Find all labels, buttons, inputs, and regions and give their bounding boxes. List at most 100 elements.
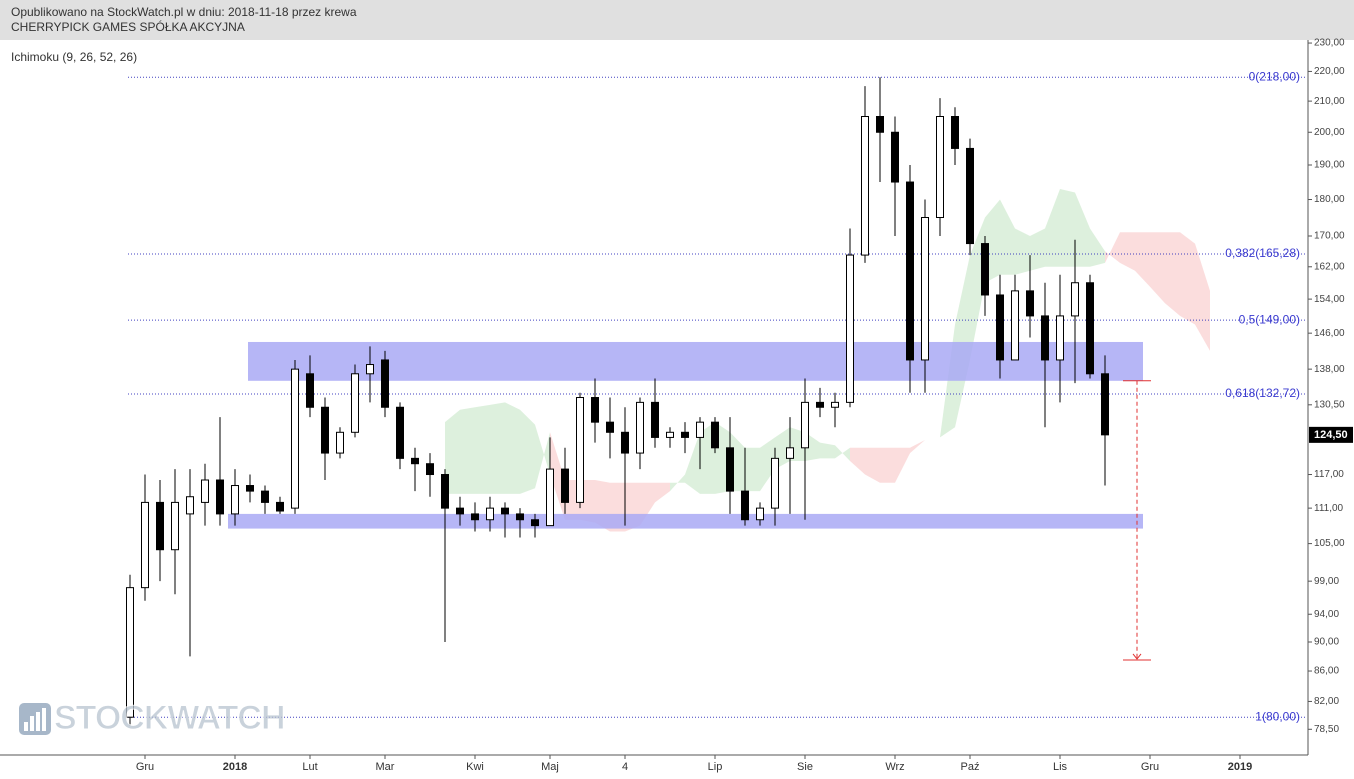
y-tick-label: 90,00 [1314, 637, 1339, 648]
y-tick-label: 190,00 [1314, 160, 1345, 171]
cloud-segment [1135, 232, 1150, 287]
cloud-segment [880, 447, 895, 483]
candle-body [1041, 315, 1049, 361]
candle-body [516, 513, 524, 521]
y-tick-label: 138,00 [1314, 364, 1345, 375]
candle-body [996, 294, 1004, 361]
candle-body [396, 406, 404, 459]
candle-body [336, 431, 344, 454]
candle-body [741, 490, 749, 521]
watermark-icon-bar [30, 716, 34, 731]
cloud-segment [475, 404, 490, 494]
candle-body [126, 587, 134, 718]
header-line: CHERRYPICK GAMES SPÓŁKA AKCYJNA [11, 19, 245, 34]
last-price-box [1309, 426, 1353, 443]
candle-body [486, 507, 494, 521]
cloud-segment [760, 437, 775, 492]
candle-body [846, 254, 854, 403]
cloud-segment [1180, 232, 1195, 325]
cloud-segment [505, 402, 520, 494]
candle-body [471, 513, 479, 521]
candle-body [381, 359, 389, 408]
candle-body [936, 116, 944, 219]
y-tick-label: 94,00 [1314, 609, 1339, 620]
cloud-segment [910, 440, 925, 454]
cloud-segment [820, 442, 835, 459]
candle-body [576, 397, 584, 503]
candle-body [261, 490, 269, 503]
x-tick-label: Lip [708, 761, 723, 773]
candle-body [441, 474, 449, 509]
x-tick-label: Maj [541, 761, 559, 773]
candle-body [561, 468, 569, 503]
candle-body [906, 181, 914, 361]
cloud-segment [1105, 232, 1120, 263]
candle-body [636, 401, 644, 454]
candle-body [366, 364, 374, 375]
cloud-segment [925, 437, 940, 441]
candle-body [321, 406, 329, 454]
cloud-segment [1045, 188, 1060, 267]
candle-body [291, 368, 299, 509]
x-tick-label: 2018 [223, 761, 247, 773]
candle-body [306, 373, 314, 408]
candle-body [816, 401, 824, 408]
cloud-segment [1195, 243, 1210, 351]
watermark-text: STOCKWATCH [54, 699, 285, 737]
y-tick-label: 180,00 [1314, 194, 1345, 205]
y-tick-label: 78,50 [1314, 724, 1339, 735]
y-tick-label: 154,00 [1314, 294, 1345, 305]
candle-body [981, 243, 989, 296]
candle-body [786, 447, 794, 459]
candle-body [276, 501, 284, 512]
indicator-label: Ichimoku (9, 26, 52, 26) [11, 50, 137, 64]
last-price-label: 124,50 [1314, 429, 1348, 441]
x-tick-label: Lut [302, 761, 317, 773]
x-tick-label: Paź [961, 761, 980, 773]
y-tick-label: 130,50 [1314, 399, 1345, 410]
y-tick-label: 105,00 [1314, 538, 1345, 549]
cloud-segment [1060, 188, 1075, 267]
watermark: STOCKWATCH [19, 698, 286, 737]
cloud-segment [1030, 228, 1045, 271]
candle-body [141, 501, 149, 589]
cloud-segment [460, 407, 475, 494]
fib-label: 0,618(132,72) [1225, 386, 1300, 400]
axes-layer: 230,00 220,00 210,00 200,00 190,00 180,00 170,… [136, 38, 1353, 773]
cloud-segment [955, 255, 970, 428]
candle-body [801, 401, 809, 449]
candle-body [951, 116, 959, 149]
cloud-segment [1000, 199, 1015, 275]
cloud-segment [745, 447, 760, 492]
cloud-segment [835, 445, 850, 462]
y-tick-label: 82,00 [1314, 696, 1339, 707]
candle-body [426, 463, 434, 476]
support-zone [228, 513, 1143, 529]
candle-body [531, 519, 539, 527]
candles-layer [126, 77, 1109, 726]
candle-body [891, 131, 899, 183]
candle-body [606, 421, 614, 433]
x-tick-label: Mar [376, 761, 395, 773]
x-tick-label: Sie [797, 761, 813, 773]
y-tick-label: 162,00 [1314, 261, 1345, 272]
cloud-segment [895, 447, 910, 483]
candle-body [966, 147, 974, 245]
header-line: Opublikowano na StockWatch.pl w dniu: 20… [11, 5, 357, 19]
y-tick-label: 200,00 [1314, 127, 1345, 138]
candle-body [1026, 290, 1034, 317]
cloud-segment [850, 447, 865, 475]
cloud-segment [1090, 228, 1105, 267]
watermark-icon [19, 703, 51, 735]
x-tick-label: 2019 [1228, 761, 1252, 773]
y-tick-label: 99,00 [1314, 576, 1339, 587]
cloud-segment [655, 482, 670, 503]
cloud-segment [685, 432, 700, 494]
y-tick-label: 117,00 [1314, 469, 1344, 480]
fib-label: 1(80,00) [1255, 709, 1300, 723]
fib-label: 0,5(149,00) [1239, 312, 1300, 326]
candle-body [621, 431, 629, 454]
cloud-segment [940, 324, 955, 438]
candle-body [186, 496, 194, 515]
